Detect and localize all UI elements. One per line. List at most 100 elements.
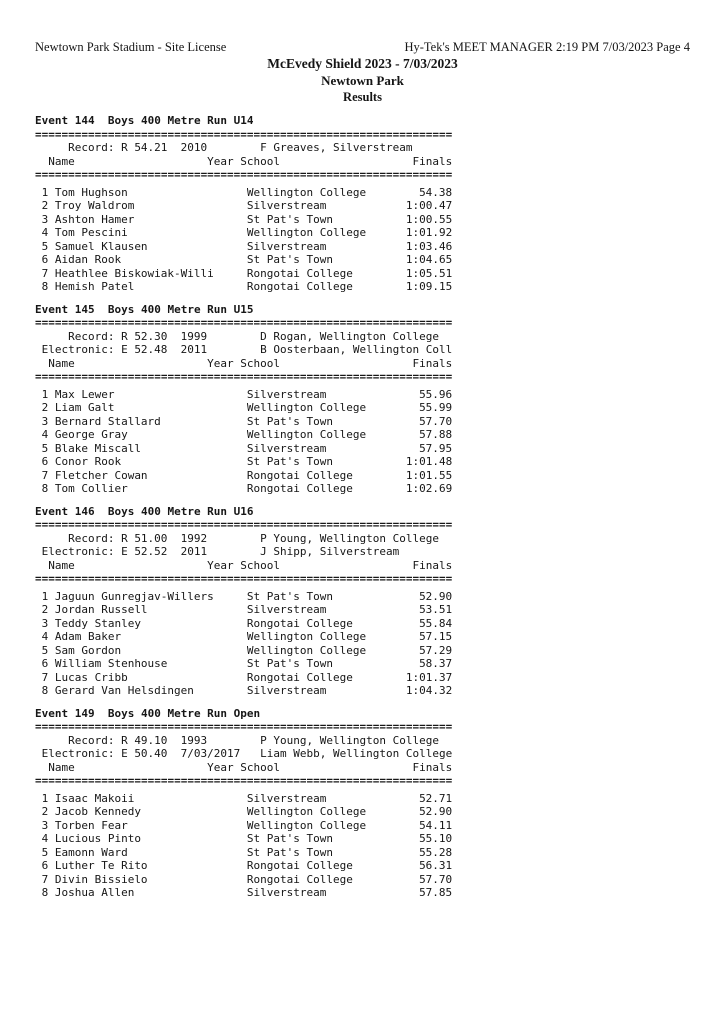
- result-school: Wellington College: [246, 818, 367, 832]
- result-name: Sam Gordon: [54, 643, 122, 657]
- result-finals: 54.38: [419, 185, 453, 199]
- result-finals: 55.96: [419, 387, 453, 401]
- record-mark: 52.48: [134, 343, 168, 356]
- result-place: 6: [41, 657, 49, 670]
- result-row: 5 Samuel Klausen Silverstream 1:03.46: [35, 240, 690, 254]
- result-row: 3 Bernard Stallard St Pat's Town 57.70: [35, 415, 690, 429]
- result-row: 1 Isaac Makoii Silverstream 52.71: [35, 792, 690, 806]
- result-row: 5 Blake Miscall Silverstream 57.95: [35, 442, 690, 456]
- result-finals: 55.10: [419, 832, 453, 845]
- result-place: 7: [41, 468, 49, 482]
- result-name: George Gray: [54, 428, 128, 441]
- results-heading: Results: [343, 90, 382, 104]
- result-finals: 55.99: [419, 401, 453, 414]
- result-row: 4 Adam Baker Wellington College 57.15: [35, 630, 690, 644]
- result-name: Tom Hughson: [54, 185, 128, 199]
- record-date: 1999: [180, 329, 208, 343]
- result-school: Silverstream: [246, 684, 327, 697]
- record-lines: Record: R 52.30 1999 D Rogan, Wellington Col…: [35, 330, 690, 357]
- result-school: Rongotai College: [246, 468, 353, 482]
- result-name: Lucas Cribb: [54, 670, 128, 684]
- result-row: 4 Tom Pescini Wellington College 1:01.92: [35, 226, 690, 240]
- record-label: Record:: [68, 733, 115, 747]
- result-place: 5: [41, 239, 49, 253]
- record-date: 7/03/2017: [180, 747, 241, 760]
- separator-line: ========================================…: [35, 168, 453, 181]
- event-title: Event 149 Boys 400 Metre Run Open: [35, 706, 261, 720]
- document-header: Newtown Park Stadium - Site License Hy-T…: [35, 40, 690, 54]
- result-place: 4: [41, 428, 49, 441]
- result-name: Joshua Allen: [54, 886, 135, 899]
- result-finals: 52.90: [419, 589, 453, 603]
- result-row: 1 Max Lewer Silverstream 55.96: [35, 388, 690, 402]
- result-row: 8 Gerard Van Helsdingen Silverstream 1:04.3…: [35, 684, 690, 698]
- result-finals: 1:09.15: [405, 280, 453, 293]
- result-name: Teddy Stanley: [54, 616, 141, 630]
- result-school: St Pat's Town: [246, 832, 333, 845]
- record-flag: E: [121, 343, 128, 356]
- event-section-149: Event 149 Boys 400 Metre Run Open ======…: [35, 707, 690, 900]
- col-name-label: Name: [48, 154, 75, 168]
- result-row: 3 Ashton Hamer St Pat's Town 1:00.55: [35, 213, 690, 227]
- record-label: Record:: [68, 329, 115, 343]
- result-finals: 1:04.65: [405, 253, 453, 266]
- result-school: Wellington College: [246, 643, 367, 657]
- record-mark: 50.40: [134, 747, 168, 760]
- result-school: Silverstream: [246, 603, 327, 616]
- result-place: 8: [41, 482, 49, 495]
- record-date: 1992: [180, 531, 208, 545]
- result-finals: 1:04.32: [405, 684, 453, 697]
- record-mark: 52.52: [134, 545, 168, 558]
- result-place: 2: [41, 199, 49, 212]
- record-lines: Record: R 51.00 1992 P Young, Wellington Col…: [35, 532, 690, 559]
- record-holder: Liam Webb, Wellington College: [260, 747, 453, 760]
- result-name: Tom Pescini: [54, 226, 128, 239]
- result-rows: 1 Isaac Makoii Silverstream 52.71 2 Jacob Ken…: [35, 792, 690, 900]
- result-place: 8: [41, 886, 49, 899]
- result-row: 4 George Gray Wellington College 57.88: [35, 428, 690, 442]
- separator-line: ========================================…: [35, 572, 453, 585]
- col-name-label: Name: [48, 760, 75, 774]
- col-year-label: Year: [207, 760, 234, 774]
- record-holder: F Greaves, Silverstream: [260, 141, 413, 154]
- result-finals: 56.31: [419, 859, 453, 872]
- result-name: William Stenhouse: [54, 657, 168, 670]
- col-finals-label: Finals: [412, 760, 453, 774]
- record-label: Record:: [68, 531, 115, 545]
- col-year-label: Year: [207, 356, 234, 370]
- result-row: 2 Troy Waldrom Silverstream 1:00.47: [35, 199, 690, 213]
- col-school-label: School: [240, 760, 281, 774]
- result-school: Rongotai College: [246, 266, 353, 280]
- result-finals: 1:01.48: [405, 455, 453, 468]
- result-row: 6 Conor Rook St Pat's Town 1:01.48: [35, 455, 690, 469]
- result-school: Silverstream: [246, 441, 327, 455]
- record-flag: E: [121, 545, 128, 558]
- result-name: Ashton Hamer: [54, 212, 135, 226]
- result-name: Torben Fear: [54, 818, 128, 832]
- result-rows: 1 Tom Hughson Wellington College 54.38 2 Troy…: [35, 186, 690, 294]
- result-finals: 1:00.47: [405, 199, 453, 212]
- result-name: Troy Waldrom: [54, 199, 135, 212]
- result-row: 8 Joshua Allen Silverstream 57.85: [35, 886, 690, 900]
- result-school: Wellington College: [246, 226, 367, 239]
- result-name: Eamonn Ward: [54, 845, 128, 859]
- result-rows: 1 Max Lewer Silverstream 55.96 2 Liam Galt Wel…: [35, 388, 690, 496]
- result-place: 5: [41, 643, 49, 657]
- result-finals: 57.85: [419, 886, 453, 899]
- record-flag: R: [121, 141, 128, 154]
- result-row: 2 Liam Galt Wellington College 55.99: [35, 401, 690, 415]
- result-school: Silverstream: [246, 239, 327, 253]
- column-header: Name Year School Finals: [35, 559, 690, 573]
- record-lines: Record: R 49.10 1993 P Young, Wellington Col…: [35, 734, 690, 761]
- event-section-146: Event 146 Boys 400 Metre Run U16 =======…: [35, 505, 690, 698]
- col-school-label: School: [240, 356, 281, 370]
- result-finals: 55.28: [419, 845, 453, 859]
- result-place: 5: [41, 845, 49, 859]
- result-name: Liam Galt: [54, 401, 115, 414]
- result-finals: 57.88: [419, 428, 453, 441]
- result-row: 6 Aidan Rook St Pat's Town 1:04.65: [35, 253, 690, 267]
- result-name: Lucious Pinto: [54, 832, 141, 845]
- result-row: 1 Jaguun Gunregjav-Willers St Pat's Town 52…: [35, 590, 690, 604]
- result-place: 1: [41, 185, 49, 199]
